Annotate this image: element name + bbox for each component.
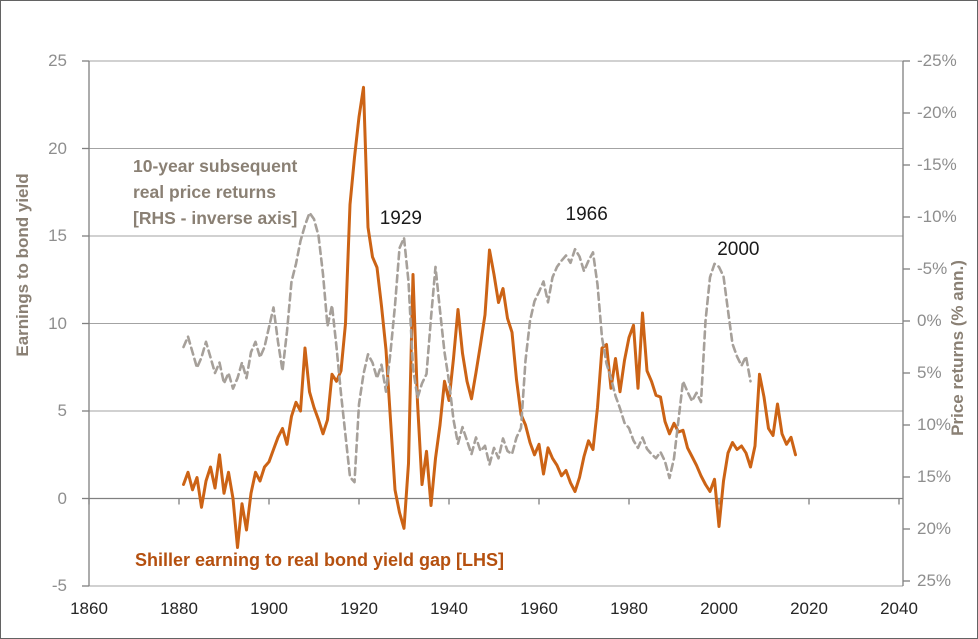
left-axis-tick-label: -5 [51, 576, 67, 595]
left-axis-tick-label: 25 [48, 51, 67, 70]
right-axis-tick-label: 15% [917, 467, 952, 486]
right-axis-tick-label: 0% [917, 311, 942, 330]
rhs-series-label-line3: [RHS - inverse axis] [133, 208, 298, 228]
x-axis-tick-label: 1860 [70, 599, 108, 618]
annotation-1966: 1966 [565, 204, 608, 225]
left-axis-tick-label: 15 [48, 226, 67, 245]
right-axis-tick-label: -15% [917, 155, 957, 174]
rhs-series-line [182, 211, 752, 484]
x-axis-tick-label: 1920 [340, 599, 378, 618]
x-axis-tick-label: 2040 [880, 599, 918, 618]
right-axis-tick-label: 20% [917, 519, 952, 538]
left-axis-tick-label: 20 [48, 138, 67, 158]
annotation-2000: 2000 [717, 239, 760, 260]
x-axis-tick-label: 2000 [700, 599, 738, 618]
annotation-1929: 1929 [379, 207, 422, 229]
x-axis-tick-label: 1980 [610, 599, 648, 618]
x-axis-tick-label: 1940 [430, 599, 468, 618]
left-axis-tick-label: 5 [57, 401, 67, 420]
left-axis-title: Earnings to bond yield [13, 173, 32, 357]
x-axis-tick-label: 1880 [160, 599, 198, 618]
right-axis-tick-label: -5% [917, 259, 948, 278]
x-axis-tick-label: 2020 [790, 599, 828, 618]
rhs-series-label-line1: 10-year subsequent [133, 156, 298, 176]
right-axis-tick-label: 5% [917, 363, 942, 382]
left-axis-tick-label: 10 [48, 313, 67, 333]
right-axis-tick-label: -20% [917, 103, 957, 122]
lhs-series-label: Shiller earning to real bond yield gap [… [135, 550, 505, 570]
right-axis-tick-label: 25% [917, 571, 952, 590]
x-axis-tick-label: 1960 [520, 599, 558, 618]
rhs-series-label-line2: real price returns [133, 182, 276, 202]
left-axis-tick-label: 0 [57, 488, 67, 508]
right-axis-tick-label: 10% [917, 415, 952, 434]
x-axis-tick-label: 1900 [250, 599, 288, 618]
right-axis-title: Price returns (% ann.) [948, 260, 967, 436]
rhs-series-label: 10-year subsequent real price returns [R… [133, 153, 297, 231]
right-axis-tick-label: -10% [917, 207, 957, 226]
right-axis-tick-label: -25% [917, 51, 957, 70]
lhs-series-line [182, 85, 797, 549]
